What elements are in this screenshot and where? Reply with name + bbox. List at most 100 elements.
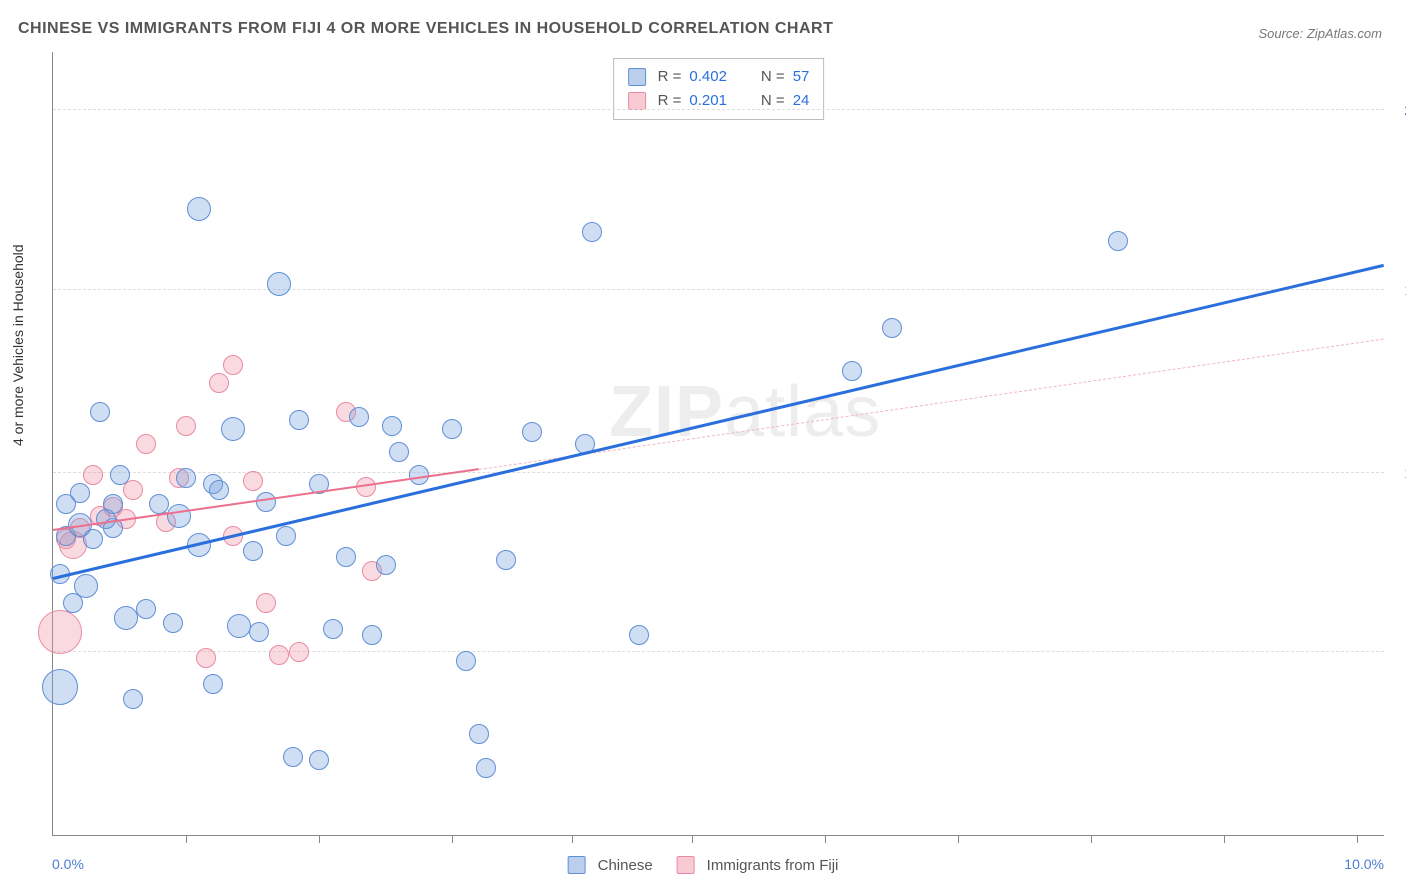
r-label: R =: [658, 65, 682, 89]
x-tick: [1091, 835, 1092, 843]
data-point: [42, 669, 78, 705]
watermark-atlas: atlas: [724, 372, 881, 452]
y-tick-label: 25.0%: [1390, 102, 1406, 118]
swatch-pink-icon: [677, 856, 695, 874]
data-point: [176, 468, 196, 488]
trend-line: [479, 338, 1384, 469]
data-point: [267, 272, 291, 296]
data-point: [256, 593, 276, 613]
data-point: [476, 758, 496, 778]
x-tick: [452, 835, 453, 843]
plot-area: ZIPatlas R = 0.402 N = 57 R = 0.201 N = …: [52, 52, 1384, 836]
x-tick: [958, 835, 959, 843]
data-point: [227, 614, 251, 638]
data-point: [114, 606, 138, 630]
r-value: 0.402: [689, 65, 727, 89]
gridline: [53, 289, 1384, 290]
x-tick: [319, 835, 320, 843]
data-point: [167, 504, 191, 528]
data-point: [196, 648, 216, 668]
correlation-chart: CHINESE VS IMMIGRANTS FROM FIJI 4 OR MOR…: [0, 0, 1406, 892]
data-point: [496, 550, 516, 570]
legend: Chinese Immigrants from Fiji: [568, 856, 839, 874]
data-point: [243, 541, 263, 561]
x-tick: [1224, 835, 1225, 843]
data-point: [223, 355, 243, 375]
data-point: [842, 361, 862, 381]
data-point: [349, 407, 369, 427]
data-point: [38, 610, 82, 654]
y-tick-label: 6.3%: [1390, 644, 1406, 660]
data-point: [376, 555, 396, 575]
data-point: [187, 197, 211, 221]
n-value: 57: [793, 65, 810, 89]
data-point: [269, 645, 289, 665]
data-point: [249, 622, 269, 642]
legend-label: Chinese: [598, 857, 653, 874]
data-point: [70, 483, 90, 503]
n-label: N =: [761, 65, 785, 89]
data-point: [456, 651, 476, 671]
data-point: [289, 642, 309, 662]
data-point: [283, 747, 303, 767]
legend-item-fiji: Immigrants from Fiji: [677, 856, 839, 874]
data-point: [83, 465, 103, 485]
y-axis-label: 4 or more Vehicles in Household: [10, 244, 26, 446]
gridline: [53, 109, 1384, 110]
data-point: [289, 410, 309, 430]
trend-line: [53, 264, 1385, 580]
data-point: [110, 465, 130, 485]
stats-box: R = 0.402 N = 57 R = 0.201 N = 24: [613, 58, 825, 120]
data-point: [469, 724, 489, 744]
legend-item-chinese: Chinese: [568, 856, 653, 874]
y-tick-label: 18.8%: [1390, 282, 1406, 298]
chart-title: CHINESE VS IMMIGRANTS FROM FIJI 4 OR MOR…: [18, 20, 833, 38]
data-point: [123, 689, 143, 709]
data-point: [209, 373, 229, 393]
watermark: ZIPatlas: [609, 371, 881, 453]
x-tick: [186, 835, 187, 843]
data-point: [1108, 231, 1128, 251]
data-point: [442, 419, 462, 439]
data-point: [362, 625, 382, 645]
x-tick: [825, 835, 826, 843]
data-point: [582, 222, 602, 242]
x-axis-min-label: 0.0%: [52, 856, 84, 872]
data-point: [522, 422, 542, 442]
data-point: [90, 402, 110, 422]
x-axis-max-label: 10.0%: [1344, 856, 1384, 872]
data-point: [336, 547, 356, 567]
data-point: [323, 619, 343, 639]
swatch-pink-icon: [628, 92, 646, 110]
data-point: [221, 417, 245, 441]
source-credit: Source: ZipAtlas.com: [1258, 26, 1382, 41]
x-tick: [572, 835, 573, 843]
swatch-blue-icon: [628, 68, 646, 86]
data-point: [96, 509, 116, 529]
data-point: [149, 494, 169, 514]
data-point: [203, 674, 223, 694]
data-point: [309, 750, 329, 770]
data-point: [882, 318, 902, 338]
gridline: [53, 651, 1384, 652]
data-point: [63, 593, 83, 613]
x-tick: [1357, 835, 1358, 843]
data-point: [136, 599, 156, 619]
data-point: [176, 416, 196, 436]
data-point: [83, 529, 103, 549]
data-point: [276, 526, 296, 546]
y-tick-label: 12.5%: [1390, 465, 1406, 481]
data-point: [243, 471, 263, 491]
data-point: [209, 480, 229, 500]
stats-row-blue: R = 0.402 N = 57: [628, 65, 810, 89]
data-point: [136, 434, 156, 454]
source-prefix: Source:: [1258, 26, 1306, 41]
source-name: ZipAtlas.com: [1307, 26, 1382, 41]
data-point: [629, 625, 649, 645]
x-tick: [692, 835, 693, 843]
watermark-zip: ZIP: [609, 372, 724, 452]
data-point: [163, 613, 183, 633]
data-point: [382, 416, 402, 436]
swatch-blue-icon: [568, 856, 586, 874]
legend-label: Immigrants from Fiji: [707, 857, 839, 874]
